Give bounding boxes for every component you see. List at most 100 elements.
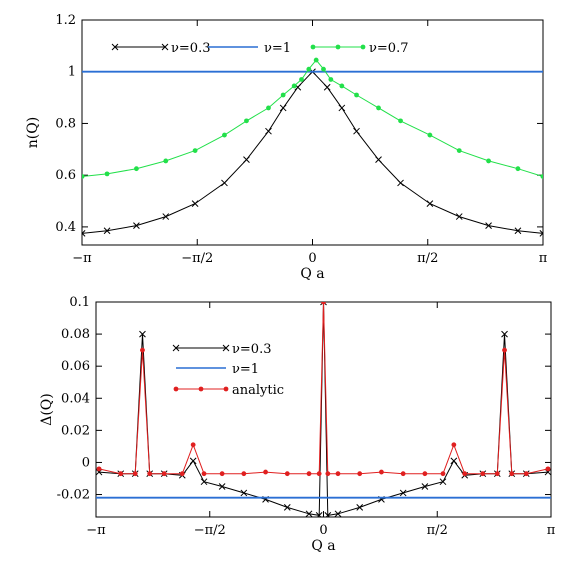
legend-marker-dot (310, 44, 316, 50)
x-tick-label: π/2 (427, 523, 448, 538)
legend-marker-x (222, 344, 230, 352)
y-tick-label: 0.06 (61, 359, 90, 374)
data-point-dot (451, 442, 457, 448)
data-point-x-marker (279, 104, 287, 112)
legend-marker-x (111, 43, 119, 51)
y-tick-label: 1 (68, 65, 76, 80)
x-tick-label: 0 (308, 251, 316, 266)
data-point-x-marker (334, 510, 342, 517)
data-point-x-marker (189, 457, 197, 465)
legend-label-2: ν=0.7 (369, 41, 408, 56)
data-point-dot (486, 158, 491, 164)
data-point-dot (321, 66, 326, 72)
data-point-dot (354, 92, 359, 98)
data-point-x-marker (243, 156, 250, 164)
x-tick-label: −π (72, 251, 92, 266)
legend-label-1: ν=1 (264, 41, 291, 56)
data-point-dot (118, 471, 124, 477)
series-line-2 (98, 302, 549, 475)
x-tick-label: −π (86, 523, 106, 538)
data-point-dot (325, 471, 331, 477)
bottom-panel: −π −π/2 0 π/2 π -0.02 0 0.02 0.04 0.06 0.08 0.1 Q a Δ… (39, 295, 556, 554)
data-point-x-marker (439, 478, 447, 486)
data-point-dot (357, 471, 363, 477)
legend-marker-dot (360, 44, 366, 50)
series-group (96, 302, 551, 517)
data-point-dot (339, 83, 345, 89)
data-point-dot (335, 471, 341, 477)
data-point-dot (140, 347, 145, 353)
data-point-dot (147, 471, 153, 477)
data-point-x-marker (397, 179, 404, 187)
legend-label-0: ν=0.3 (232, 342, 271, 357)
y-tick-label: 0.04 (61, 391, 90, 406)
data-point-x-marker (265, 127, 272, 135)
y-tick-label: -0.02 (57, 488, 90, 503)
data-point-dot (96, 466, 102, 472)
data-point-dot (316, 471, 322, 477)
data-point-dot (376, 105, 381, 111)
y-tick-label: 0.8 (55, 116, 76, 131)
series-line-0 (98, 302, 549, 516)
data-point-dot (192, 148, 198, 154)
data-point-dot (306, 66, 312, 72)
legend-label-2: analytic (232, 383, 284, 398)
top-panel: −π −π/2 0 π/2 π 0.4 0.6 0.8 1 1.2 Q a n(Q) ν=0.3 ν=1 ν… (25, 13, 548, 282)
x-tick-label: π (539, 251, 548, 266)
data-point-dot (201, 471, 207, 477)
data-point-dot (280, 92, 286, 98)
data-point-dot (291, 83, 297, 89)
data-point-dot (523, 471, 529, 477)
y-tick-label: 0.08 (61, 327, 90, 342)
data-point-x-marker (162, 213, 170, 220)
legend-marker-dot (223, 386, 229, 392)
y-tick-label: 0.6 (55, 168, 76, 183)
data-point-dot (545, 466, 551, 472)
x-tick-label: π/2 (417, 251, 438, 266)
data-point-x-marker (338, 104, 346, 112)
data-point-dot (462, 471, 468, 477)
data-point-dot (306, 471, 312, 477)
data-point-x-marker (485, 222, 492, 229)
data-point-x-marker (455, 213, 463, 220)
legend-label-1: ν=1 (232, 362, 259, 377)
data-point-x-marker (191, 200, 199, 207)
data-point-x-marker (375, 156, 382, 164)
series-group (82, 57, 543, 237)
legend-marker-dot (198, 386, 204, 392)
data-point-dot (266, 105, 271, 111)
data-point-x-marker (305, 510, 313, 517)
data-point-dot (398, 118, 403, 124)
data-point-dot (132, 471, 138, 477)
data-point-dot (509, 471, 515, 477)
data-point-dot (440, 471, 446, 477)
y-tick-label: 0.02 (61, 423, 90, 438)
data-point-dot (82, 174, 85, 179)
data-point-dot (263, 469, 268, 475)
data-point-dot (179, 471, 185, 477)
legend-marker-x (161, 43, 169, 51)
data-point-dot (219, 471, 225, 477)
data-point-dot (400, 471, 406, 477)
x-tick-label: −π/2 (181, 251, 213, 266)
y-tick-label: 0 (82, 455, 90, 470)
data-point-x-marker (200, 478, 208, 486)
data-point-x-marker (221, 179, 228, 187)
data-point-x-marker (399, 489, 407, 497)
legend-marker-dot (335, 44, 341, 50)
data-point-x-marker (421, 483, 429, 490)
data-point-dot (299, 77, 304, 82)
data-point-x-marker (501, 330, 508, 338)
y-axis-label: n(Q) (25, 117, 41, 148)
data-point-x-marker (514, 227, 522, 235)
plot-frame (95, 301, 552, 518)
data-point-dot (104, 171, 110, 177)
series-line-2 (82, 59, 543, 177)
legend-label-0: ν=0.3 (171, 41, 210, 56)
data-point-x-marker (539, 230, 543, 237)
data-point-x-marker (133, 222, 140, 229)
y-tick-label: 0.1 (69, 295, 90, 310)
data-point-dot (313, 57, 319, 63)
data-point-dot (190, 442, 196, 448)
